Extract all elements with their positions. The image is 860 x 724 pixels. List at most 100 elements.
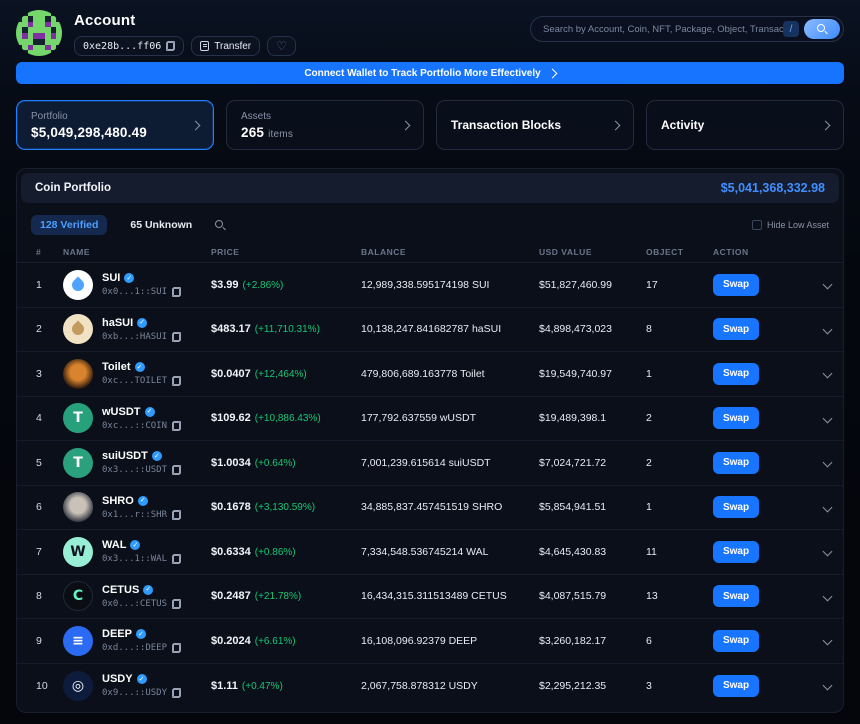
coin-price-change: (+21.78%) [254,591,302,603]
coin-name[interactable]: CETUS [102,583,140,596]
coin-usd-value: $7,024,721.72 [539,456,607,469]
swap-button[interactable]: Swap [713,585,759,608]
search-button[interactable] [804,19,840,39]
copy-coin-address-icon[interactable] [172,598,182,609]
coin-usd-value: $4,087,515.79 [539,590,607,603]
coin-name[interactable]: USDY [102,673,133,686]
hide-low-asset-checkbox[interactable] [751,220,762,230]
account-address-pill[interactable]: 0xe28b...ff06 [74,36,185,56]
coin-portfolio-title: Coin Portfolio [35,182,112,194]
coin-object-count: 11 [646,545,657,558]
expand-row-button[interactable] [819,457,843,468]
copy-coin-address-icon[interactable] [172,509,182,520]
tab-unknown[interactable]: 65 Unknown [130,219,193,231]
portfolio-card-label: Portfolio [31,110,68,122]
coin-name[interactable]: wUSDT [102,405,141,418]
coin-price-change: (+2.86%) [242,279,284,291]
expand-row-button[interactable] [819,680,843,691]
chevron-down-icon [822,279,832,290]
copy-coin-address-icon[interactable] [172,331,182,342]
chevron-right-icon [400,120,411,130]
col-name: NAME [63,246,91,257]
copy-address-icon[interactable] [166,41,176,51]
swap-button[interactable]: Swap [713,496,759,519]
swap-button[interactable]: Swap [713,674,759,697]
expand-row-button[interactable] [819,413,843,424]
coin-object-count: 2 [646,456,652,469]
coin-price-change: (+12,464%) [254,368,307,380]
swap-button[interactable]: Swap [713,540,759,563]
coin-usd-value: $19,549,740.97 [539,367,612,380]
coin-address[interactable]: 0xc...::COIN [102,420,168,431]
coin-object-count: 1 [646,501,652,514]
coin-address[interactable]: 0xc...TOILET [102,376,168,387]
coin-usd-value: $5,854,941.51 [539,501,607,514]
coin-address[interactable]: 0x0...:CETUS [102,598,168,609]
expand-row-button[interactable] [819,279,843,290]
connect-wallet-banner[interactable]: Connect Wallet to Track Portfolio More E… [16,62,844,84]
coin-name[interactable]: SHRO [102,494,134,507]
coin-name[interactable]: WAL [102,539,127,552]
chevron-down-icon [822,413,832,424]
hide-low-asset-toggle[interactable]: Hide Low Asset [751,220,829,230]
expand-row-button[interactable] [819,546,843,557]
copy-coin-address-icon[interactable] [172,688,182,699]
swap-button[interactable]: Swap [713,451,759,474]
copy-coin-address-icon[interactable] [172,643,182,654]
search-input[interactable] [543,23,783,35]
transfer-button[interactable]: Transfer [191,36,261,56]
swap-button[interactable]: Swap [713,629,759,652]
coin-address[interactable]: 0x3...1::WAL [102,554,168,565]
search-bar[interactable]: / [530,16,844,42]
swap-button[interactable]: Swap [713,362,759,385]
coin-name[interactable]: DEEP [102,628,132,641]
filter-search-icon[interactable] [215,219,226,231]
expand-row-button[interactable] [819,591,843,602]
top-header: Account 0xe28b...ff06 Transfer ♡ / [0,0,860,56]
coin-name[interactable]: Toilet [102,361,131,374]
coin-icon: T [63,447,93,478]
copy-coin-address-icon[interactable] [172,420,182,431]
swap-button[interactable]: Swap [713,318,759,341]
favorite-button[interactable]: ♡ [267,36,296,56]
coin-address[interactable]: 0xd...::DEEP [102,643,168,654]
transaction-blocks-card[interactable]: Transaction Blocks [436,100,634,150]
summary-cards: Portfolio $5,049,298,480.49 Assets 265 it… [16,100,844,150]
expand-row-button[interactable] [819,635,843,646]
coin-name[interactable]: suiUSDT [102,450,148,463]
expand-row-button[interactable] [819,502,843,513]
copy-coin-address-icon[interactable] [172,554,182,565]
coin-balance: 16,108,096.92379 DEEP [361,634,478,647]
assets-card[interactable]: Assets 265 items [226,100,424,150]
expand-row-button[interactable] [819,368,843,379]
coin-icon: C [63,581,93,612]
expand-row-button[interactable] [819,324,843,335]
coin-address[interactable]: 0x9...::USDY [102,688,168,699]
coin-icon [63,358,93,389]
activity-card[interactable]: Activity [646,100,844,150]
swap-button[interactable]: Swap [713,407,759,430]
row-rank: 10 [36,679,48,692]
coin-address[interactable]: 0x1...r::SHR [102,509,168,520]
coin-address[interactable]: 0x3...::USDT [102,465,168,476]
swap-button[interactable]: Swap [713,273,759,296]
chevron-right-icon [820,120,831,130]
coin-icon: ◎ [63,670,93,701]
coin-name[interactable]: haSUI [102,316,134,329]
portfolio-card[interactable]: Portfolio $5,049,298,480.49 [16,100,214,150]
copy-coin-address-icon[interactable] [172,376,182,387]
copy-coin-address-icon[interactable] [172,287,182,298]
coin-address[interactable]: 0x0...1::SUI [102,287,168,298]
tab-verified[interactable]: 128 Verified [31,215,108,235]
coin-price: $109.62 [211,412,251,425]
col-price: PRICE [211,246,240,257]
coin-price-change: (+0.86%) [254,546,296,558]
coin-address[interactable]: 0xb...:HASUI [102,331,168,342]
verified-badge-icon: ✓ [136,674,147,685]
row-rank: 5 [36,456,42,469]
coin-price: $1.0034 [211,456,251,469]
table-row: 4 T wUSDT ✓ 0xc...::COIN $109.62 (+10,88… [17,397,843,441]
copy-coin-address-icon[interactable] [172,465,182,476]
table-header: # NAME PRICE BALANCE USD VALUE OBJECT AC… [17,241,843,263]
coin-name[interactable]: SUI [102,272,121,285]
